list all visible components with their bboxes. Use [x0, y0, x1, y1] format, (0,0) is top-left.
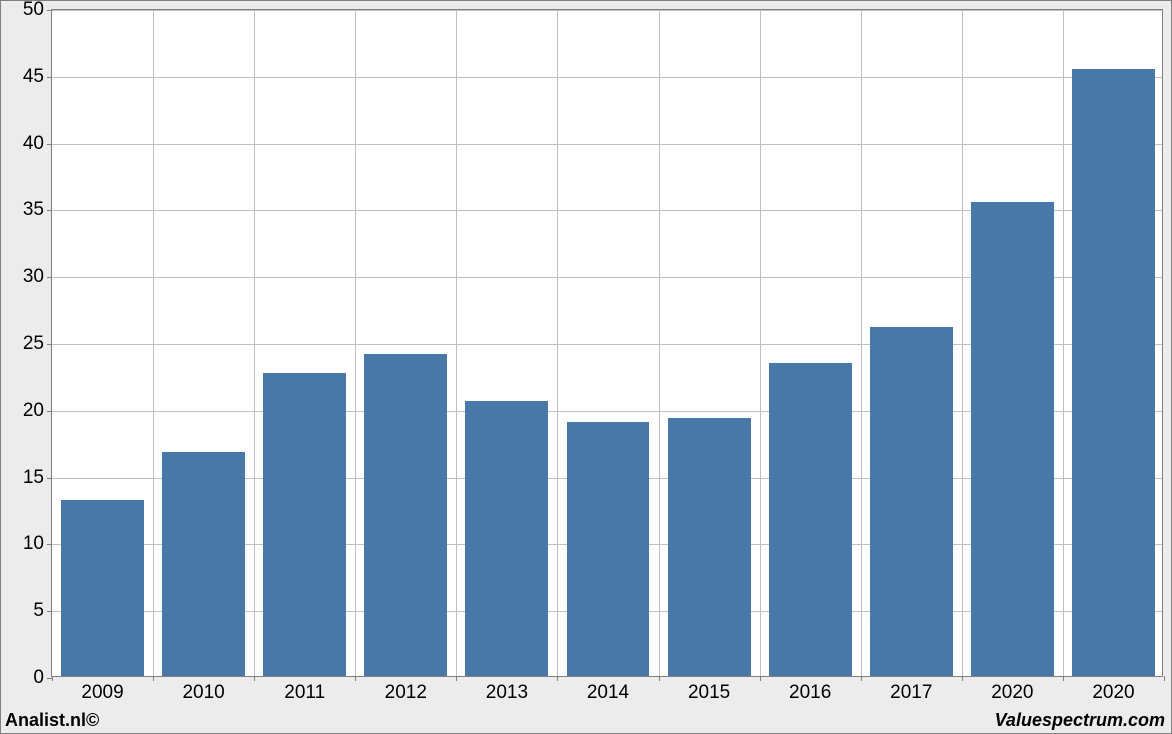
- x-axis-label: 2013: [486, 682, 528, 704]
- bar: [971, 202, 1054, 676]
- x-tick-mark: [557, 676, 558, 681]
- y-axis-label: 0: [33, 667, 44, 689]
- y-axis-label: 5: [33, 600, 44, 622]
- y-axis-label: 40: [23, 133, 44, 155]
- y-axis-label: 30: [23, 266, 44, 288]
- x-tick-mark: [861, 676, 862, 681]
- bar: [162, 452, 245, 676]
- y-axis-label: 45: [23, 66, 44, 88]
- y-axis-label: 10: [23, 533, 44, 555]
- bar: [263, 373, 346, 676]
- gridline-horizontal: [52, 144, 1162, 145]
- footer-right-credit: Valuespectrum.com: [995, 710, 1165, 731]
- y-tick-mark: [47, 210, 52, 211]
- y-tick-mark: [47, 611, 52, 612]
- x-tick-mark: [355, 676, 356, 681]
- gridline-vertical: [355, 10, 356, 676]
- gridline-vertical: [557, 10, 558, 676]
- y-tick-mark: [47, 144, 52, 145]
- y-tick-mark: [47, 77, 52, 78]
- gridline-vertical: [659, 10, 660, 676]
- x-tick-mark: [1063, 676, 1064, 681]
- y-tick-mark: [47, 10, 52, 11]
- x-axis-label: 2020: [1092, 682, 1134, 704]
- bar: [61, 500, 144, 676]
- x-tick-mark: [52, 676, 53, 681]
- x-axis-label: 2011: [284, 682, 325, 704]
- footer-left-credit: Analist.nl©: [5, 710, 99, 731]
- bar: [769, 363, 852, 676]
- gridline-vertical: [962, 10, 963, 676]
- x-tick-mark: [254, 676, 255, 681]
- gridline-vertical: [254, 10, 255, 676]
- plot-inner: 0510152025303540455020092010201120122013…: [52, 10, 1162, 676]
- plot-area: 0510152025303540455020092010201120122013…: [51, 9, 1163, 677]
- y-axis-label: 25: [23, 333, 44, 355]
- gridline-vertical: [760, 10, 761, 676]
- gridline-horizontal: [52, 10, 1162, 11]
- y-tick-mark: [47, 411, 52, 412]
- x-axis-label: 2010: [182, 682, 224, 704]
- y-tick-mark: [47, 544, 52, 545]
- x-tick-mark: [1164, 676, 1165, 681]
- x-axis-label: 2012: [385, 682, 427, 704]
- y-axis-label: 50: [23, 0, 44, 21]
- y-tick-mark: [47, 344, 52, 345]
- bar: [1072, 69, 1155, 676]
- y-tick-mark: [47, 277, 52, 278]
- x-axis-label: 2009: [81, 682, 123, 704]
- x-tick-mark: [760, 676, 761, 681]
- gridline-vertical: [1063, 10, 1064, 676]
- x-tick-mark: [153, 676, 154, 681]
- gridline-horizontal: [52, 77, 1162, 78]
- bar: [567, 422, 650, 676]
- y-axis-label: 20: [23, 400, 44, 422]
- x-tick-mark: [456, 676, 457, 681]
- bar: [870, 327, 953, 676]
- x-axis-label: 2020: [991, 682, 1033, 704]
- x-axis-label: 2014: [587, 682, 629, 704]
- gridline-vertical: [153, 10, 154, 676]
- x-tick-mark: [962, 676, 963, 681]
- gridline-vertical: [456, 10, 457, 676]
- x-axis-label: 2017: [890, 682, 932, 704]
- y-tick-mark: [47, 478, 52, 479]
- y-axis-label: 15: [23, 467, 44, 489]
- x-axis-label: 2016: [789, 682, 831, 704]
- bar: [668, 418, 751, 676]
- gridline-vertical: [861, 10, 862, 676]
- bar: [465, 401, 548, 676]
- chart-container: 0 5 10 15 20 25 30 35 40 45 50 2009 2010 2011 2012 2013…: [0, 0, 1172, 734]
- y-axis-label: 35: [23, 199, 44, 221]
- bar: [364, 354, 447, 676]
- x-axis-label: 2015: [688, 682, 730, 704]
- x-tick-mark: [659, 676, 660, 681]
